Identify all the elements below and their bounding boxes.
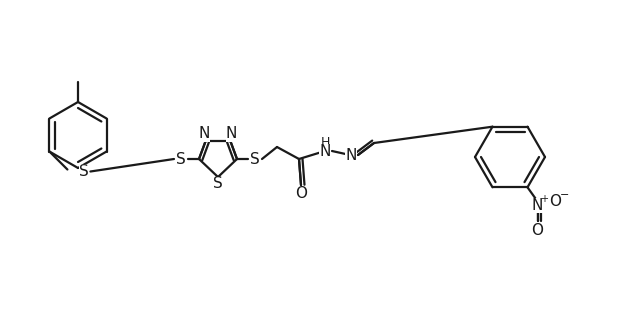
Text: N: N	[319, 144, 331, 159]
Text: S: S	[79, 164, 88, 179]
Text: S: S	[213, 177, 223, 192]
Text: N: N	[532, 198, 543, 213]
Text: −: −	[560, 190, 569, 200]
Text: +: +	[541, 194, 548, 204]
Text: H: H	[320, 135, 330, 148]
Text: S: S	[250, 151, 260, 166]
Text: O: O	[295, 186, 307, 201]
Text: N: N	[199, 127, 211, 142]
Text: N: N	[346, 147, 356, 163]
Text: O: O	[531, 223, 543, 238]
Text: N: N	[226, 127, 237, 142]
Text: S: S	[176, 151, 186, 166]
Text: O: O	[550, 194, 561, 209]
